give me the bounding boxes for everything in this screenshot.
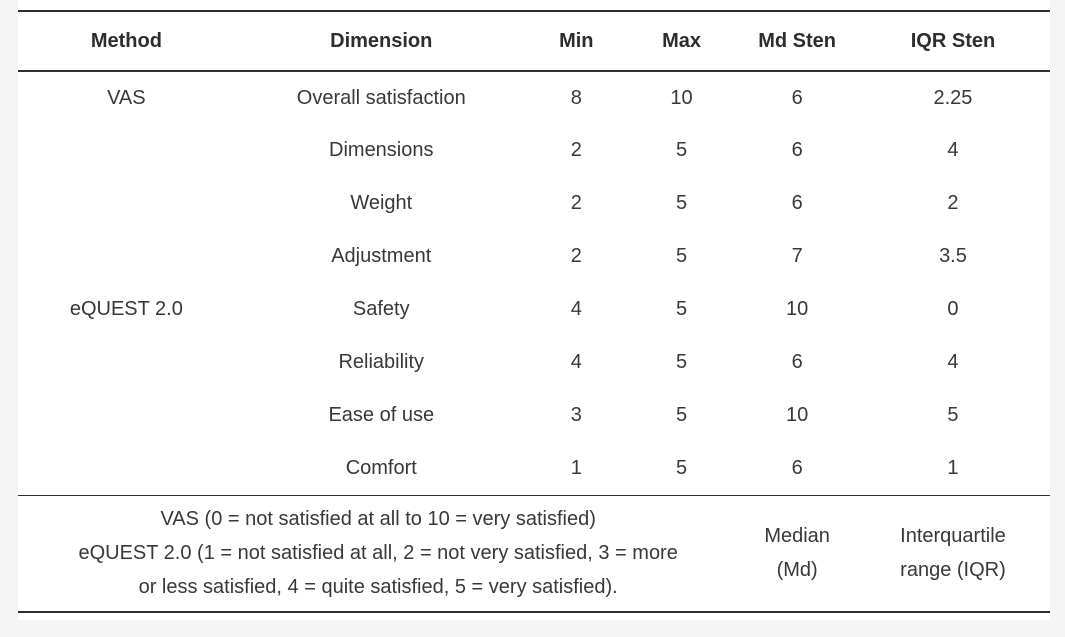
cell-dimension: Dimensions — [329, 139, 434, 161]
cell-max: 5 — [675, 245, 688, 267]
cell-method: eQUEST 2.0 — [69, 298, 183, 320]
cell-dimension: Ease of use — [328, 404, 435, 426]
cell-dimension: Comfort — [345, 456, 417, 479]
table-header: Method Dimension Min Max Md Sten IQR Ste… — [18, 10, 1050, 72]
cell-md-sten: 10 — [786, 298, 809, 320]
table-row: VAS Overall satisfaction 8 10 6 2.25 — [18, 71, 1050, 124]
table-row: Ease of use 3 5 10 5 — [18, 389, 1050, 442]
footnote-md-sten: Median (Md) — [738, 494, 856, 613]
cell-md-sten: 6 — [791, 351, 803, 373]
header-max: Max — [624, 10, 739, 72]
cell-method — [18, 230, 235, 283]
cell-iqr-sten: 1 — [947, 456, 959, 479]
cell-max: 5 — [675, 351, 688, 373]
cell-md-sten: 6 — [791, 456, 803, 479]
header-iqr-sten: IQR Sten — [855, 10, 1050, 72]
cell-max: 10 — [670, 86, 693, 109]
table-row: eQUEST 2.0 Safety 4 5 10 0 — [18, 283, 1050, 336]
cell-iqr-sten: 4 — [947, 351, 959, 373]
cell-iqr-sten: 3.5 — [939, 245, 967, 267]
cell-md-sten: 7 — [791, 245, 803, 267]
cell-max: 5 — [675, 139, 688, 161]
cell-min: 3 — [570, 404, 582, 426]
cell-max: 5 — [675, 456, 688, 479]
table-row: Reliability 4 5 6 4 — [18, 336, 1050, 389]
cell-min: 2 — [570, 245, 582, 267]
table-row: Weight 2 5 6 2 — [18, 177, 1050, 230]
cell-method — [18, 336, 235, 389]
cell-dimension: Adjustment — [331, 245, 432, 267]
table-row: Dimensions 2 5 6 4 — [18, 124, 1050, 177]
header-md-sten: Md Sten — [738, 10, 856, 72]
table-body: VAS Overall satisfaction 8 10 6 2.25 Dim… — [18, 71, 1050, 495]
cell-md-sten: 10 — [786, 404, 809, 426]
cell-iqr-sten: 4 — [947, 139, 959, 161]
cell-min: 1 — [570, 456, 582, 479]
cell-method — [18, 389, 235, 442]
cell-iqr-sten: 0 — [947, 298, 959, 320]
cell-iqr-sten: 2 — [947, 192, 959, 214]
footnote-iqr-sten: Interquartile range (IQR) — [855, 494, 1050, 613]
footnote-row: VAS (0 = not satisfied at all to 10 = ve… — [18, 494, 1050, 613]
cell-md-sten: 6 — [791, 139, 803, 161]
cell-dimension: Weight — [350, 192, 413, 214]
cell-max: 5 — [675, 404, 688, 426]
cell-max: 5 — [675, 298, 688, 320]
table-card: Method Dimension Min Max Md Sten IQR Ste… — [18, 0, 1050, 620]
footnote-scales: VAS (0 = not satisfied at all to 10 = ve… — [18, 494, 739, 613]
cell-min: 4 — [570, 298, 582, 320]
table-row: Comfort 1 5 6 1 — [18, 442, 1050, 495]
header-method: Method — [18, 10, 235, 72]
cell-min: 8 — [570, 86, 582, 109]
cell-md-sten: 6 — [791, 192, 803, 214]
cell-min: 2 — [570, 139, 582, 161]
header-row: Method Dimension Min Max Md Sten IQR Ste… — [18, 10, 1050, 72]
header-min: Min — [527, 10, 625, 72]
cell-iqr-sten: 5 — [947, 404, 959, 426]
cell-method — [18, 177, 235, 230]
satisfaction-results-table: Method Dimension Min Max Md Sten IQR Ste… — [18, 10, 1050, 613]
cell-iqr-sten: 2.25 — [933, 86, 973, 109]
cell-dimension: Overall satisfaction — [296, 86, 466, 109]
cell-method — [18, 442, 235, 495]
cell-dimension: Reliability — [338, 351, 425, 373]
table-row: Adjustment 2 5 7 3.5 — [18, 230, 1050, 283]
cell-dimension: Safety — [352, 298, 410, 320]
table-footnotes: VAS (0 = not satisfied at all to 10 = ve… — [18, 494, 1050, 613]
cell-method: VAS — [107, 86, 146, 109]
cell-method — [18, 124, 235, 177]
cell-md-sten: 6 — [791, 86, 803, 109]
header-dimension: Dimension — [234, 10, 528, 72]
cell-min: 2 — [570, 192, 582, 214]
cell-max: 5 — [675, 192, 688, 214]
cell-min: 4 — [570, 351, 582, 373]
